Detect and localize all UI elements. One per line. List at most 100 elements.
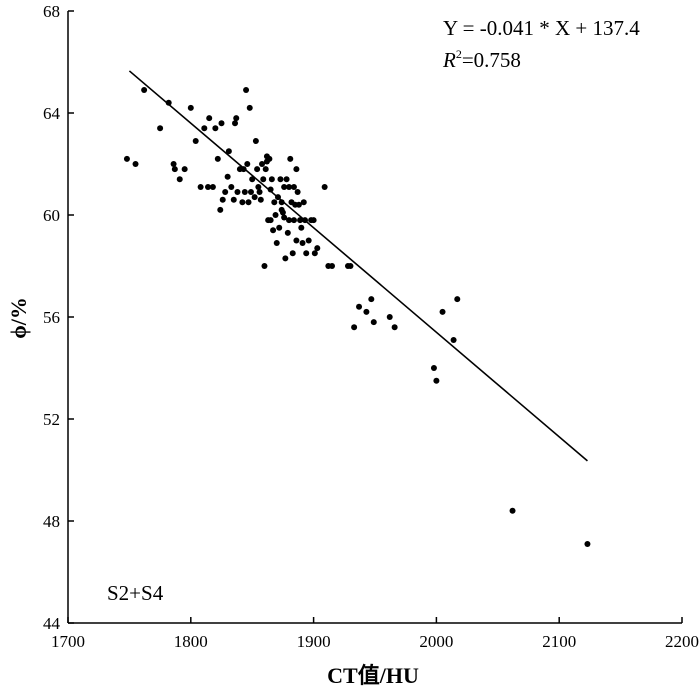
data-point [123, 155, 130, 162]
data-point [244, 161, 251, 167]
data-point [329, 263, 336, 269]
sample-label: S2+S4 [107, 581, 164, 605]
data-point [302, 217, 309, 224]
data-point [252, 138, 259, 145]
r-squared-symbol: R [442, 48, 456, 72]
data-point [297, 217, 304, 224]
data-point [305, 237, 312, 244]
data-point [356, 303, 363, 310]
data-point [351, 324, 358, 331]
data-point [391, 324, 398, 331]
data-point [266, 155, 273, 162]
data-point [204, 183, 211, 190]
data-point [281, 214, 288, 221]
data-point [170, 161, 177, 167]
data-points [123, 87, 591, 547]
data-point [267, 186, 274, 193]
data-point [311, 250, 318, 257]
data-point [212, 125, 219, 132]
data-point [206, 115, 213, 122]
data-point [217, 206, 224, 213]
data-point [192, 138, 199, 145]
data-point [300, 199, 307, 206]
data-point [290, 183, 297, 190]
trendline-group [128, 70, 588, 462]
data-point [240, 166, 247, 173]
data-point [241, 189, 248, 196]
data-point [450, 336, 457, 343]
y-tick-label: 44 [43, 614, 61, 633]
x-tick-label: 1700 [51, 632, 85, 651]
y-tick-label: 52 [43, 410, 60, 429]
x-axis-title: CT值/HU [327, 663, 419, 688]
data-point [243, 87, 250, 94]
data-point [430, 365, 437, 371]
data-point [132, 161, 139, 167]
data-point [454, 296, 461, 303]
data-point [209, 183, 216, 190]
data-point [228, 183, 235, 190]
data-point [267, 217, 274, 224]
data-point [295, 201, 302, 208]
data-point [261, 263, 268, 269]
data-point [171, 166, 178, 173]
data-point [439, 308, 446, 315]
data-point [256, 189, 263, 196]
data-point [287, 155, 294, 162]
data-point [286, 217, 293, 224]
data-point [584, 540, 591, 547]
data-point [290, 217, 297, 224]
data-point [363, 308, 370, 315]
x-tick-label: 1800 [174, 632, 208, 651]
x-tick-label: 2100 [542, 632, 576, 651]
data-point [225, 148, 232, 155]
data-point [245, 199, 252, 206]
y-tick-label: 56 [43, 308, 60, 327]
data-point [141, 87, 148, 94]
y-tick-label: 48 [43, 512, 60, 531]
data-point [181, 166, 188, 173]
data-point [268, 176, 275, 183]
data-point [433, 377, 440, 384]
data-point [247, 189, 254, 196]
data-point [262, 166, 269, 173]
data-point [187, 104, 194, 111]
data-point [368, 296, 375, 303]
data-point [282, 255, 289, 262]
data-point [283, 176, 290, 183]
y-tick-label: 60 [43, 206, 60, 225]
x-tick-label: 1900 [297, 632, 331, 651]
data-point [233, 115, 240, 122]
data-point [299, 240, 306, 247]
data-point [293, 166, 300, 173]
data-point [298, 224, 305, 231]
y-tick-label: 64 [43, 104, 61, 123]
data-point [239, 199, 246, 206]
y-tick-label: 68 [43, 2, 60, 21]
trendline [128, 70, 588, 462]
data-point [254, 166, 261, 173]
data-point [386, 314, 393, 320]
data-point [201, 125, 208, 132]
data-point [310, 217, 317, 224]
data-point [260, 176, 267, 183]
y-ticks: 44 48 52 56 60 64 68 [43, 2, 74, 633]
data-point [281, 183, 288, 190]
axes [67, 11, 682, 624]
data-point [289, 250, 296, 257]
data-point [303, 250, 310, 257]
data-point [257, 196, 264, 203]
data-point [509, 507, 516, 514]
data-point [249, 176, 256, 183]
data-point [273, 240, 280, 247]
data-point [277, 176, 284, 183]
data-point [255, 183, 262, 190]
data-point [347, 263, 354, 269]
data-point [294, 189, 301, 196]
data-point [251, 194, 258, 201]
data-point [279, 209, 286, 216]
x-tick-label: 2000 [419, 632, 453, 651]
x-ticks: 1700 1800 1900 2000 2100 2200 [51, 617, 699, 651]
data-point [165, 99, 172, 106]
